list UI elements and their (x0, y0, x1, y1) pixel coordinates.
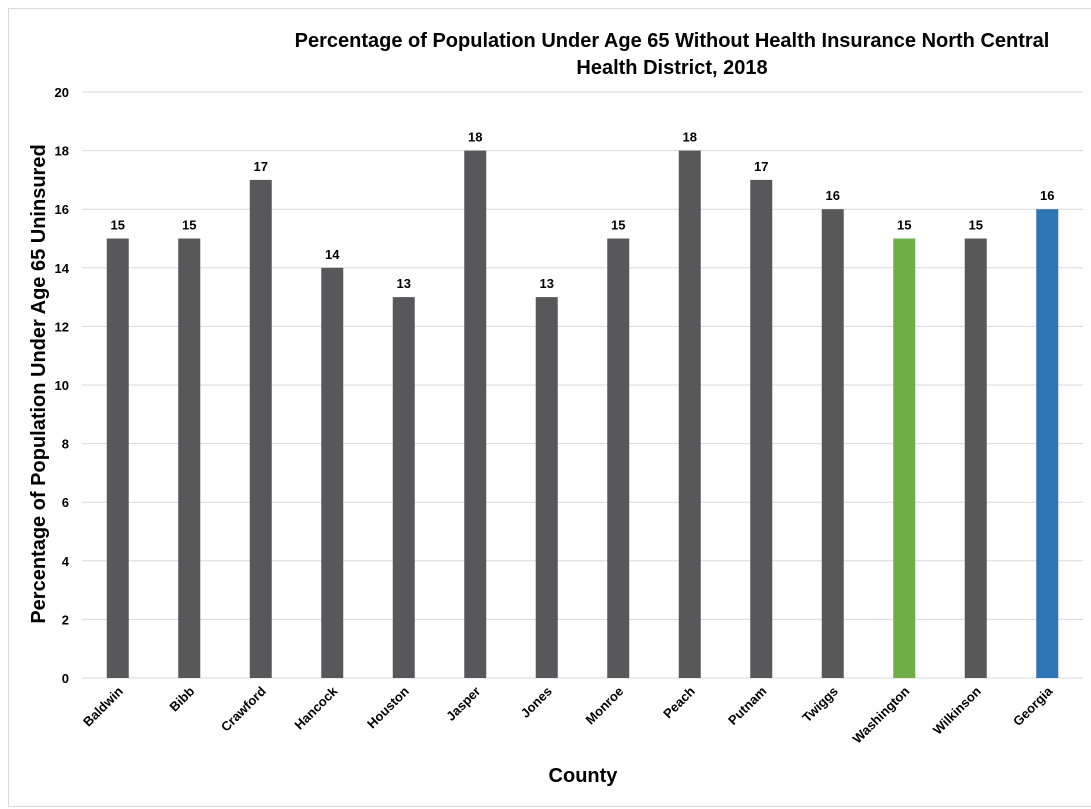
bar-jasper (464, 150, 487, 679)
bar-putnam (750, 179, 773, 678)
bar-crawford (249, 179, 272, 678)
bar-baldwin (106, 238, 129, 678)
x-tick-label-houston: Houston (364, 683, 412, 731)
chart-title-line-2: Health District, 2018 (576, 57, 767, 79)
data-label-georgia: 16 (1040, 188, 1054, 203)
y-tick-label: 6 (62, 495, 69, 510)
x-tick-label-baldwin: Baldwin (80, 683, 126, 729)
bar-wilkinson (964, 238, 987, 678)
y-tick-label: 0 (62, 671, 69, 686)
x-tick-label-georgia: Georgia (1010, 683, 1056, 729)
y-axis-title: Percentage of Population Under Age 65 Un… (28, 144, 50, 623)
data-label-wilkinson: 15 (969, 218, 983, 233)
x-tick-label-jasper: Jasper (443, 684, 483, 724)
data-label-putnam: 17 (754, 159, 768, 174)
data-label-baldwin: 15 (111, 218, 125, 233)
x-tick-label-peach: Peach (660, 683, 698, 721)
data-label-hancock: 14 (325, 247, 340, 262)
x-axis-title: County (549, 765, 619, 787)
data-label-monroe: 15 (611, 218, 625, 233)
bars (106, 150, 1059, 679)
data-label-jasper: 18 (468, 130, 482, 145)
bar-washington (893, 238, 916, 678)
chart-title-line-1: Percentage of Population Under Age 65 Wi… (295, 30, 1050, 52)
gridlines (82, 91, 1083, 679)
chart-frame (8, 8, 1091, 807)
data-label-houston: 13 (397, 276, 411, 291)
data-label-peach: 18 (683, 130, 697, 145)
x-tick-label-twiggs: Twiggs (799, 684, 841, 726)
y-tick-label: 12 (55, 319, 69, 334)
data-labels: 15 15 17 14 13 18 13 15 18 17 16 15 15 16 (111, 130, 1055, 292)
y-tick-label: 4 (62, 554, 70, 569)
bar-georgia (1036, 209, 1059, 678)
y-tick-label: 2 (62, 612, 69, 627)
y-tick-label: 10 (55, 378, 69, 393)
x-axis-categories: Baldwin Bibb Crawford Hancock Houston Jasper J… (80, 683, 1056, 746)
x-tick-label-monroe: Monroe (583, 684, 627, 728)
data-label-bibb: 15 (182, 218, 196, 233)
bar-peach (678, 150, 701, 679)
x-tick-label-crawford: Crawford (218, 683, 269, 734)
y-axis-ticks: 0 2 4 6 8 10 12 14 16 18 20 (55, 85, 70, 686)
data-label-jones: 13 (540, 276, 554, 291)
bar-monroe (607, 238, 630, 678)
y-tick-label: 14 (55, 261, 70, 276)
y-tick-label: 8 (62, 437, 69, 452)
x-tick-label-hancock: Hancock (291, 683, 340, 732)
bar-hancock (321, 267, 344, 678)
x-tick-label-jones: Jones (518, 684, 555, 721)
data-label-crawford: 17 (254, 159, 268, 174)
bar-bibb (178, 238, 201, 678)
data-label-twiggs: 16 (826, 188, 840, 203)
x-tick-label-putnam: Putnam (725, 684, 769, 728)
y-tick-label: 20 (55, 85, 69, 100)
x-tick-label-wilkinson: Wilkinson (930, 683, 984, 737)
x-tick-label-washington: Washington (850, 683, 913, 746)
bar-jones (535, 297, 558, 678)
x-tick-label-bibb: Bibb (166, 683, 197, 714)
data-label-washington: 15 (897, 218, 911, 233)
y-tick-label: 16 (55, 202, 69, 217)
bar-houston (392, 297, 415, 678)
y-tick-label: 18 (55, 144, 69, 159)
bar-twiggs (821, 209, 844, 678)
